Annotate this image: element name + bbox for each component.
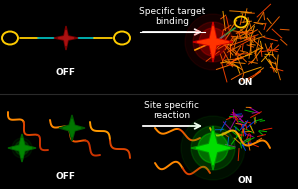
- Polygon shape: [54, 26, 78, 50]
- Circle shape: [191, 126, 235, 170]
- Text: Specific target
binding: Specific target binding: [139, 7, 205, 26]
- Polygon shape: [196, 131, 230, 165]
- Polygon shape: [63, 119, 81, 137]
- Circle shape: [185, 14, 241, 70]
- Text: OFF: OFF: [56, 172, 76, 181]
- Polygon shape: [59, 115, 85, 141]
- Polygon shape: [197, 26, 229, 58]
- Text: ON: ON: [237, 176, 253, 185]
- Text: Site specific
reaction: Site specific reaction: [145, 101, 199, 120]
- Circle shape: [12, 138, 32, 158]
- Polygon shape: [8, 134, 36, 162]
- Text: ON: ON: [237, 78, 253, 87]
- Polygon shape: [191, 126, 235, 170]
- Polygon shape: [193, 22, 233, 62]
- Polygon shape: [58, 30, 74, 46]
- Polygon shape: [12, 138, 32, 158]
- Circle shape: [181, 116, 245, 180]
- Circle shape: [15, 141, 29, 155]
- Circle shape: [193, 22, 233, 62]
- Circle shape: [199, 28, 227, 56]
- Text: OFF: OFF: [56, 68, 76, 77]
- Circle shape: [198, 133, 228, 163]
